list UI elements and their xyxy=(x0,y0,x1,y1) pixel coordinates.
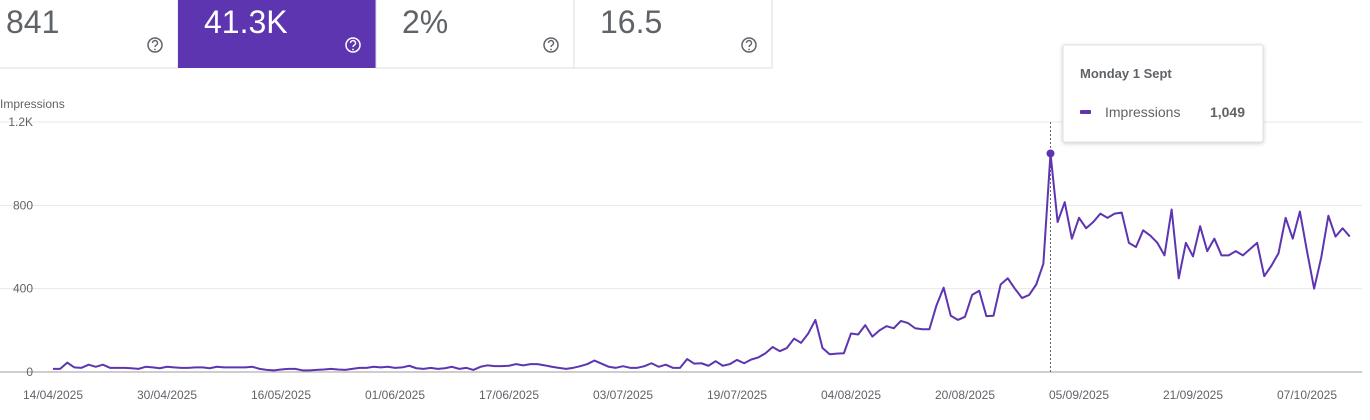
series-line xyxy=(53,152,1351,372)
help-icon xyxy=(543,37,559,53)
x-tick-label: 05/09/2025 xyxy=(1049,388,1109,402)
x-tick-label: 04/08/2025 xyxy=(821,388,881,402)
y-tick-label: 400 xyxy=(13,282,33,296)
help-icon-dot xyxy=(352,48,354,51)
metric-card[interactable] xyxy=(573,0,773,69)
tooltip: Monday 1 Sept Impressions 1,049 xyxy=(1062,44,1264,143)
x-tick-label: 16/05/2025 xyxy=(251,388,311,402)
help-icon-mark xyxy=(349,39,357,48)
help-icon xyxy=(741,37,757,53)
metric-card[interactable] xyxy=(0,0,179,69)
plot: 0 400 800 1.2K 14/04/2025 30/04/2025 16/05/202… xyxy=(0,115,1362,402)
x-tick-label: 17/06/2025 xyxy=(479,388,539,402)
tooltip-swatch xyxy=(1080,110,1091,114)
metric-value: 41.3K xyxy=(204,4,288,40)
y-tick-label: 1.2K xyxy=(8,115,33,129)
help-icon-mark xyxy=(547,39,555,48)
hover-point xyxy=(1046,149,1055,158)
y-tick-label: 0 xyxy=(26,365,33,379)
x-tick-label: 30/04/2025 xyxy=(137,388,197,402)
x-tick-label: 21/09/2025 xyxy=(1163,388,1223,402)
tooltip-box xyxy=(1062,44,1264,143)
metric-value: 841 xyxy=(6,4,59,40)
x-tick-label: 14/04/2025 xyxy=(23,388,83,402)
help-icon xyxy=(147,37,163,53)
x-tick-label: 07/10/2025 xyxy=(1277,388,1337,402)
tooltip-title: Monday 1 Sept xyxy=(1080,66,1172,81)
help-icon-dot xyxy=(154,48,156,51)
help-icon-dot xyxy=(550,48,552,51)
metric-value: 2% xyxy=(402,4,448,40)
x-tick-label: 03/07/2025 xyxy=(593,388,653,402)
tooltip-value: 1,049 xyxy=(1210,104,1245,120)
help-icon-mark xyxy=(745,39,753,48)
metric-value: 16.5 xyxy=(600,4,662,40)
help-icon xyxy=(345,37,361,53)
help-icons xyxy=(147,37,757,53)
y-axis-title: Impressions xyxy=(0,97,65,111)
x-tick-label: 01/06/2025 xyxy=(365,388,425,402)
tooltip-series: Impressions xyxy=(1105,104,1180,120)
help-icon-mark xyxy=(151,39,159,48)
x-tick-label: 20/08/2025 xyxy=(935,388,995,402)
help-icon-dot xyxy=(748,48,750,51)
metric-card[interactable] xyxy=(178,0,376,68)
y-tick-label: 800 xyxy=(13,198,33,212)
x-tick-label: 19/07/2025 xyxy=(707,388,767,402)
